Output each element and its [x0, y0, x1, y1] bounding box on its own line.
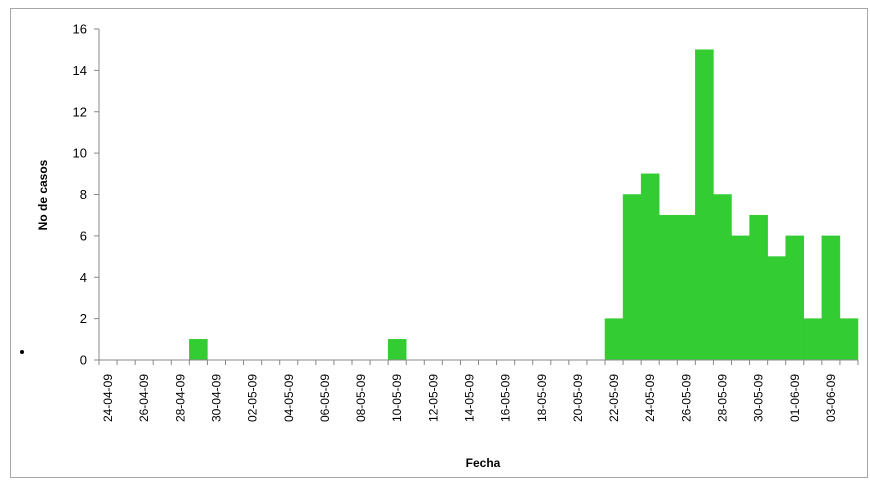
x-tick-label: 24-04-09 [101, 374, 115, 422]
bar [189, 339, 208, 361]
bar [604, 318, 624, 361]
x-tick-label: 22-05-09 [607, 374, 621, 422]
x-tick-label: 02-05-09 [246, 374, 260, 422]
x-tick-label: 06-05-09 [318, 374, 332, 422]
y-tick-label: 4 [80, 270, 87, 285]
x-tick-label: 26-04-09 [137, 374, 151, 422]
x-tick-label: 08-05-09 [354, 374, 368, 422]
bar [658, 214, 678, 361]
y-tick-label: 0 [80, 353, 87, 368]
bar [731, 235, 750, 361]
x-tick-label: 03-06-09 [824, 374, 838, 422]
x-tick-label: 24-05-09 [643, 374, 657, 422]
chart-frame [10, 8, 868, 478]
x-tick-label: 28-05-09 [715, 374, 729, 422]
x-tick-label: 20-05-09 [571, 374, 585, 422]
x-tick-label: 28-04-09 [173, 374, 187, 422]
x-tick-label: 10-05-09 [390, 374, 404, 422]
y-tick-label: 6 [80, 228, 87, 243]
bar [677, 214, 696, 361]
y-tick-label: 8 [80, 187, 87, 202]
y-tick-label: 16 [73, 22, 87, 37]
bar [695, 49, 714, 361]
bar [839, 318, 859, 361]
bar [622, 194, 642, 361]
x-axis-ticks: 24-04-09 26-04-09 28-04-09 30-04-09 02-05-09… [98, 360, 859, 422]
y-axis-title: No de casos [36, 159, 50, 230]
y-tick-label: 2 [80, 311, 87, 326]
bar [713, 194, 732, 361]
x-tick-label: 30-04-09 [209, 374, 223, 422]
x-tick-label: 18-05-09 [535, 374, 549, 422]
x-tick-label: 01-06-09 [788, 374, 802, 422]
x-tick-label: 14-05-09 [462, 374, 476, 422]
bullet-dot [20, 350, 24, 354]
y-tick-label: 14 [73, 63, 87, 78]
bar [785, 235, 805, 361]
bar [749, 214, 768, 361]
bars [189, 49, 859, 361]
y-tick-label: 10 [73, 146, 87, 161]
bar [803, 318, 823, 361]
x-tick-label: 04-05-09 [282, 374, 296, 422]
x-axis-title: Fecha [466, 456, 501, 470]
bar [387, 339, 407, 361]
x-tick-label: 26-05-09 [679, 374, 693, 422]
bar [767, 256, 786, 361]
x-tick-label: 30-05-09 [752, 374, 766, 422]
y-axis-ticks: 0 2 4 6 8 10 12 14 16 [73, 22, 99, 368]
bar [821, 235, 841, 361]
bar [640, 173, 660, 361]
x-tick-label: 16-05-09 [499, 374, 513, 422]
y-tick-label: 12 [73, 104, 87, 119]
x-tick-label: 12-05-09 [426, 374, 440, 422]
